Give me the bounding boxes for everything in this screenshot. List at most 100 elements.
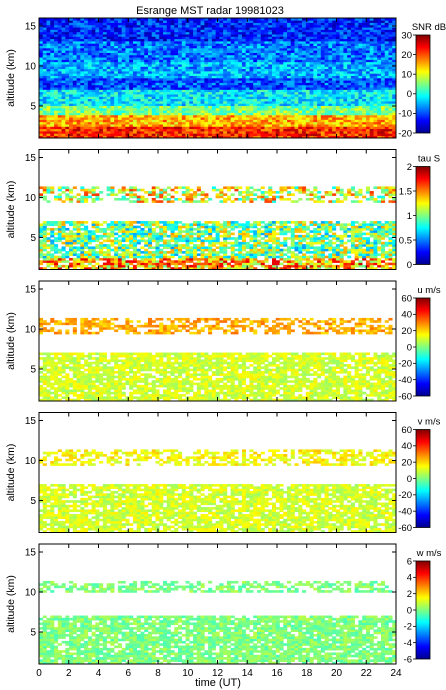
- heatmap-cell: [302, 89, 307, 93]
- heatmap-cell: [279, 20, 284, 23]
- heatmap-cell: [178, 73, 183, 76]
- heatmap-cell: [369, 98, 374, 102]
- heatmap-cell: [121, 31, 126, 35]
- heatmap-cell: [373, 128, 378, 132]
- heatmap-cell: [283, 84, 288, 88]
- heatmap-cell: [87, 64, 92, 67]
- heatmap-cell: [332, 78, 337, 81]
- heatmap-cell: [256, 112, 262, 116]
- heatmap-cell: [204, 18, 209, 21]
- heatmap-cell: [380, 22, 386, 26]
- heatmap-cell: [185, 103, 190, 106]
- heatmap-cell: [42, 18, 47, 21]
- heatmap-cell: [39, 59, 44, 63]
- heatmap-cell: [283, 108, 288, 111]
- heatmap-cell: [87, 108, 92, 111]
- heatmap-cell: [256, 131, 262, 134]
- heatmap-cell: [102, 59, 107, 63]
- heatmap-cell: [50, 24, 55, 28]
- heatmap-cell: [87, 131, 92, 134]
- heatmap-cell: [211, 94, 216, 97]
- heatmap-cell: [72, 89, 77, 93]
- heatmap-cell: [294, 45, 299, 49]
- heatmap-cell: [155, 126, 160, 130]
- heatmap-cell: [373, 124, 378, 127]
- heatmap-cell: [275, 68, 280, 72]
- heatmap-cell: [65, 52, 70, 56]
- heatmap-cell: [215, 24, 220, 28]
- heatmap-cell: [80, 131, 85, 134]
- heatmap-cell: [249, 22, 254, 26]
- heatmap-cell: [99, 52, 104, 56]
- heatmap-cell: [271, 36, 277, 40]
- heatmap-cell: [204, 66, 209, 70]
- heatmap-cell: [106, 45, 111, 49]
- heatmap-cell: [69, 61, 74, 65]
- heatmap-cell: [245, 34, 250, 37]
- heatmap-cell: [72, 43, 77, 46]
- heatmap-cell: [76, 68, 81, 72]
- heatmap-cell: [219, 135, 224, 139]
- heatmap-cell: [95, 96, 100, 100]
- heatmap-cell: [185, 38, 190, 42]
- heatmap-cell: [196, 43, 201, 46]
- heatmap-cell: [196, 41, 201, 44]
- heatmap-cell: [380, 128, 386, 132]
- heatmap-cell: [223, 110, 228, 113]
- heatmap-cell: [155, 121, 160, 125]
- heatmap-cell: [294, 133, 299, 136]
- heatmap-cell: [136, 114, 141, 118]
- heatmap-cell: [215, 128, 220, 132]
- heatmap-cell: [275, 34, 280, 37]
- heatmap-cell: [178, 133, 183, 136]
- heatmap-cell: [365, 110, 370, 113]
- heatmap-cell: [358, 112, 363, 116]
- heatmap-cell: [384, 20, 389, 23]
- heatmap-cell: [189, 59, 194, 63]
- heatmap-cell: [223, 52, 228, 56]
- heatmap-cell: [260, 128, 265, 132]
- heatmap-cell: [324, 112, 329, 116]
- heatmap-cell: [324, 31, 329, 35]
- heatmap-cell: [271, 64, 277, 67]
- heatmap-cell: [166, 75, 171, 79]
- heatmap-cell: [332, 52, 337, 56]
- heatmap-cell: [256, 91, 262, 95]
- heatmap-cell: [159, 84, 164, 88]
- heatmap-cell: [125, 48, 130, 51]
- heatmap-cell: [234, 31, 239, 35]
- heatmap-cell: [189, 96, 194, 100]
- heatmap-cell: [117, 112, 122, 116]
- heatmap-cell: [380, 57, 386, 60]
- heatmap-cell: [147, 31, 153, 35]
- heatmap-cell: [365, 124, 370, 127]
- heatmap-cell: [114, 135, 119, 139]
- heatmap-cell: [268, 38, 273, 42]
- heatmap-cell: [275, 57, 280, 60]
- heatmap-cell: [339, 18, 344, 21]
- heatmap-cell: [245, 101, 250, 104]
- heatmap-cell: [151, 57, 156, 60]
- heatmap-cell: [298, 68, 303, 72]
- heatmap-cell: [114, 105, 119, 109]
- heatmap-cell: [170, 71, 175, 74]
- heatmap-cell: [343, 64, 348, 67]
- heatmap-cell: [211, 27, 216, 30]
- heatmap-cell: [159, 78, 164, 81]
- heatmap-cell: [65, 101, 70, 104]
- heatmap-cell: [99, 18, 104, 21]
- heatmap-cell: [365, 103, 370, 106]
- heatmap-cell: [369, 82, 374, 86]
- heatmap-cell: [178, 105, 183, 109]
- heatmap-cell: [159, 80, 164, 83]
- heatmap-cell: [320, 128, 325, 132]
- heatmap-cell: [320, 36, 325, 40]
- heatmap-cell: [347, 24, 352, 28]
- heatmap-cell: [253, 31, 258, 35]
- heatmap-cell: [189, 119, 194, 123]
- heatmap-cell: [65, 117, 70, 120]
- heatmap-cell: [253, 121, 258, 125]
- heatmap-cell: [245, 22, 250, 26]
- heatmap-cell: [106, 75, 111, 79]
- heatmap-cell: [140, 29, 145, 33]
